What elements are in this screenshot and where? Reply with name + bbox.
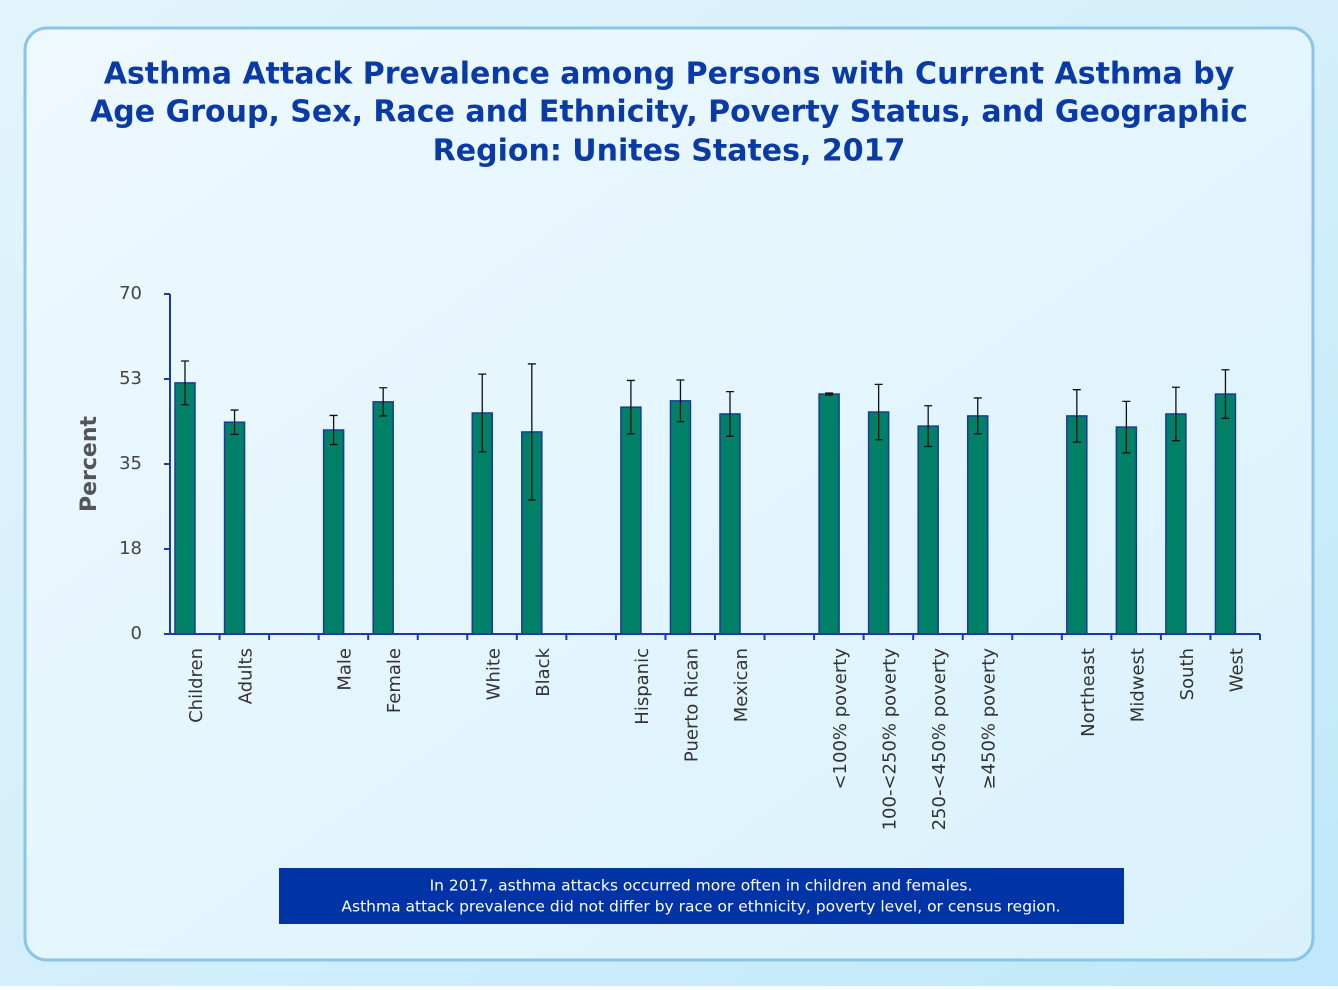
bar [1214,393,1237,635]
bar [966,415,989,635]
y-tick-label: 18 [119,538,142,559]
title-line: Age Group, Sex, Race and Ethnicity, Pove… [90,95,1248,130]
bar [669,400,692,635]
x-tick-label: Female [384,648,405,713]
error-bar [181,360,189,406]
x-tick-label: Hispanic [632,648,653,725]
bar [917,425,939,635]
x-tick-label: Male [335,648,356,691]
x-tick-label: 250-<450% poverty [929,648,950,831]
error-bar [924,405,933,448]
bar [867,411,890,635]
bar [372,401,394,635]
title-line: Region: Unites States, 2017 [433,134,906,169]
y-tick-label: 70 [119,283,142,304]
error-bar [1221,369,1230,419]
x-tick-label: Midwest [1127,648,1148,722]
x-tick-label: Children [186,648,207,723]
x-tick-label: South [1177,648,1198,700]
error-bar [676,379,685,423]
bar [1066,415,1088,635]
error-bar [825,392,834,396]
annotation: In 2017, asthma attacks occurred more of… [430,877,973,895]
error-bar [478,373,487,453]
x-tick-label: Adults [236,648,257,704]
x-tick-label: ≥450% poverty [979,648,1000,790]
title: Asthma Attack Prevalence among Persons w… [90,57,1248,169]
bar [818,393,840,635]
x-tick-label: White [483,648,504,700]
bar [322,429,345,635]
x-tick-label: Black [533,647,554,696]
annotation-box [279,868,1124,924]
annotation: Asthma attack prevalence did not differ … [341,898,1060,916]
x-tick-label: West [1226,648,1247,692]
bar [719,413,741,635]
error-bar [626,379,635,435]
x-tick-label: Northeast [1078,648,1099,737]
bar [223,421,246,635]
y-tick-label: 53 [119,368,142,389]
error-bar [726,390,734,437]
x-tick-label: Mexican [731,648,752,722]
bar [1165,413,1187,635]
y-tick-label: 0 [131,623,142,644]
error-bar [329,414,338,446]
error-bar [874,383,883,441]
error-bar [379,387,388,417]
x-tick-label: Puerto Rican [681,648,702,762]
error-bar [230,409,239,436]
bar [1115,426,1138,635]
x-tick-label: <100% poverty [830,648,851,790]
error-bar [1072,389,1081,443]
error-bar [973,397,982,435]
y-tick-label: 35 [119,453,142,474]
bar [620,406,642,635]
x-tick-label: 100-<250% poverty [880,648,901,831]
panel [23,26,1315,962]
y-axis-label: Percent [77,416,102,513]
error-bar [1171,386,1180,442]
error-bar [1122,400,1131,454]
error-bar [527,363,536,501]
bar [174,382,196,635]
title-line: Asthma Attack Prevalence among Persons w… [104,57,1235,92]
